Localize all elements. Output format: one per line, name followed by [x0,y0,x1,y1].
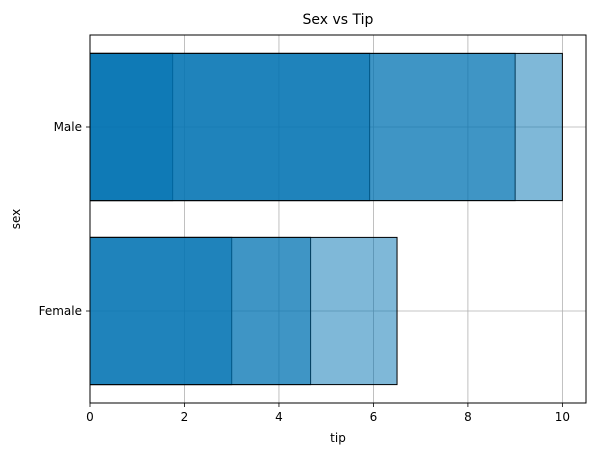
x-axis-label: tip [330,431,346,445]
x-tick-label: 8 [464,410,472,424]
x-tick-label: 2 [181,410,189,424]
bars [89,52,563,386]
x-tick-label: 4 [275,410,283,424]
chart-title: Sex vs Tip [303,12,374,28]
x-tick-label: 0 [86,410,94,424]
y-axis-label: sex [9,209,23,230]
ticks: 0 2 4 6 8 10 Female Male [39,120,570,424]
x-tick-label: 10 [555,410,570,424]
plot-frame [89,34,587,404]
x-tick-label: 6 [370,410,378,424]
bar-female-2 [89,236,398,386]
y-tick-label-female: Female [39,304,82,318]
bar-male-3 [89,52,563,202]
y-tick-label-male: Male [54,120,82,134]
